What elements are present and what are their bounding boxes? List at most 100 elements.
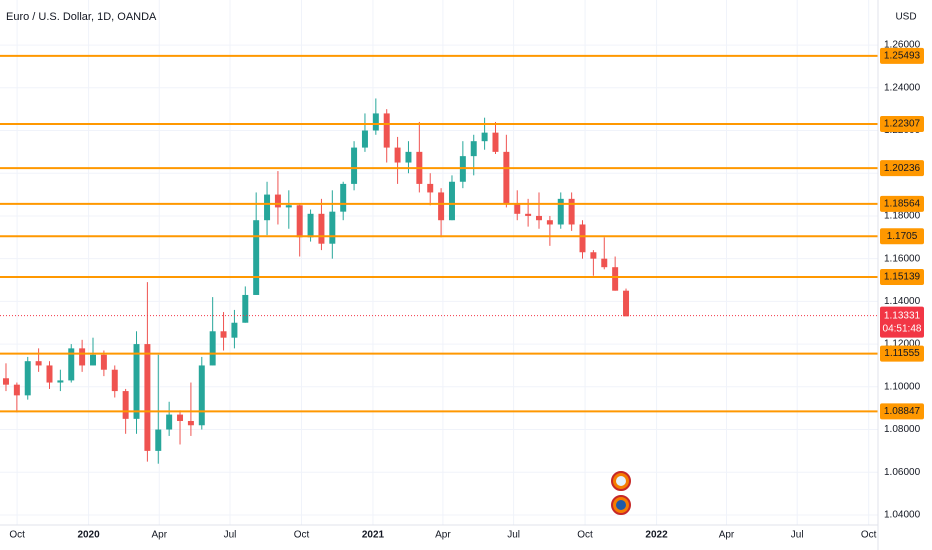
us-flag-inner	[616, 476, 626, 486]
x-tick-label: Jul	[791, 530, 804, 541]
candle-body	[361, 130, 368, 148]
y-tick-label: 1.14000	[884, 296, 921, 307]
candle-body	[612, 267, 619, 291]
y-tick-label: 1.26000	[884, 40, 921, 51]
candle-body	[481, 132, 488, 142]
candle-body	[307, 213, 314, 238]
candle-body	[623, 290, 630, 317]
candle-body	[579, 224, 586, 253]
candle-body	[285, 205, 292, 208]
y-tick-label: 1.12000	[884, 339, 921, 350]
candle-body	[470, 141, 477, 157]
level-label: 1.1705	[887, 231, 918, 242]
candle-body	[590, 252, 597, 259]
currency: USD	[895, 12, 916, 23]
grid	[0, 0, 878, 525]
chart-title: Euro / U.S. Dollar, 1D, OANDA	[6, 11, 157, 23]
candle-body	[100, 354, 107, 370]
plot	[0, 54, 878, 464]
candle-body	[264, 194, 271, 221]
level-label: 1.15139	[884, 272, 921, 283]
candle-body	[24, 361, 31, 396]
x-tick-label: Oct	[577, 530, 593, 541]
candle-body	[351, 147, 358, 184]
level-label-box	[880, 160, 924, 177]
candle-body	[220, 331, 227, 338]
candle-body	[198, 365, 205, 426]
level-label-box	[880, 345, 924, 362]
y-tick-label: 1.06000	[884, 467, 921, 478]
candle-body	[274, 194, 281, 208]
level-label-box	[880, 195, 924, 212]
x-tick-label: Oct	[9, 530, 25, 541]
candle-body	[525, 213, 532, 216]
candle-body	[568, 198, 575, 225]
eu-flag-inner	[616, 500, 626, 510]
level-label: 1.18564	[884, 199, 921, 210]
candle-body	[90, 354, 96, 366]
candle-body	[394, 147, 401, 163]
candle-body	[155, 429, 162, 451]
level-label-box	[880, 228, 924, 245]
level-label: 1.25493	[884, 51, 921, 62]
y-tick-label: 1.08000	[884, 424, 921, 435]
candle-body	[133, 344, 140, 419]
candle-body	[448, 181, 455, 221]
candle-body	[57, 380, 64, 383]
candle-body	[318, 213, 325, 244]
candle-body	[253, 220, 260, 295]
x-tick-label: Oct	[861, 530, 877, 541]
candle-body	[557, 198, 564, 225]
y-tick-label: 1.24000	[884, 82, 921, 93]
candle-body	[492, 132, 499, 152]
candle-body	[177, 414, 184, 421]
current-price-label: 1.13331	[884, 310, 921, 321]
candle-body	[242, 294, 249, 323]
level-label-box	[880, 47, 924, 64]
candle-body	[340, 183, 347, 212]
candle-body	[187, 420, 194, 426]
candle-body	[46, 365, 53, 383]
candle-body	[111, 369, 118, 392]
x-tick-label: Oct	[294, 530, 310, 541]
y-tick-label: 1.10000	[884, 381, 921, 392]
candle-body	[79, 348, 86, 366]
current-price-box	[880, 306, 924, 338]
level-label: 1.11555	[884, 348, 920, 359]
y-tick-label: 1.18000	[884, 211, 921, 222]
candle-body	[329, 211, 336, 244]
candle-body	[438, 192, 445, 221]
flag-icons[interactable]	[611, 471, 631, 515]
candle-body	[383, 113, 390, 148]
x-tick-label: Apr	[719, 530, 735, 541]
candle-body	[122, 391, 129, 419]
candle-body	[296, 205, 303, 238]
candle-body	[13, 384, 20, 396]
candle-body	[514, 203, 521, 214]
candle-body	[503, 151, 510, 204]
x-tick-label: 2022	[645, 530, 668, 541]
level-label: 1.08847	[884, 406, 921, 417]
x-tick-label: 2021	[362, 530, 385, 541]
level-label: 1.22307	[884, 119, 921, 130]
candle-body	[546, 220, 553, 225]
level-label-box	[880, 269, 924, 286]
candle-body	[427, 183, 434, 193]
candle-body	[2, 378, 9, 385]
candle-body	[35, 361, 42, 366]
candle-body	[536, 215, 542, 221]
x-tick-label: Apr	[435, 530, 451, 541]
x-tick-label: Jul	[507, 530, 520, 541]
x-tick-label: Jul	[224, 530, 237, 541]
countdown-label: 04:51:48	[883, 323, 922, 334]
x-tick-label: 2020	[77, 530, 100, 541]
candle-body	[144, 344, 151, 451]
candle-body	[231, 322, 238, 338]
candle-body	[209, 331, 216, 366]
y-tick-label: 1.04000	[884, 510, 921, 521]
level-label-box	[880, 115, 924, 132]
level-label-box	[880, 403, 924, 420]
candle-body	[68, 348, 75, 381]
